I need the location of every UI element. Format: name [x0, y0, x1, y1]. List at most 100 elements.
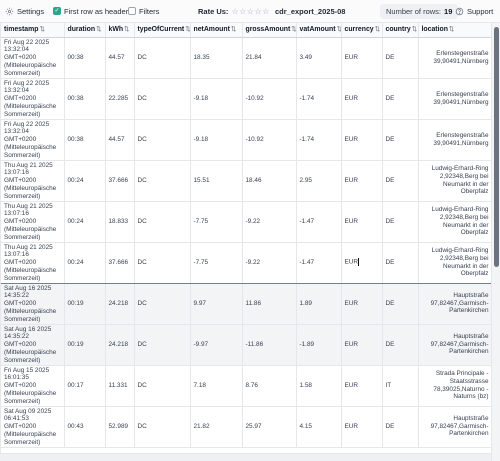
cell-currency[interactable]: EUR [341, 283, 383, 325]
cell-timestamp[interactable]: Sat Aug 16 2025 14:35:22 GMT+0200 (Mitte… [1, 283, 65, 325]
cell-duration[interactable]: 00:17 [64, 365, 106, 407]
column-header-kWh[interactable]: kWh⇅ [105, 23, 135, 38]
cell-kWh[interactable]: 24.218 [105, 324, 135, 366]
cell-grossAmount[interactable]: -11.86 [242, 324, 297, 366]
table-row[interactable]: Fri Aug 22 2025 13:32:04 GMT+0200 (Mitte… [1, 78, 491, 120]
column-header-currency[interactable]: currency⇅ [341, 23, 383, 38]
support-button[interactable]: Support [455, 7, 493, 16]
column-header-location[interactable]: location⇅ [418, 23, 491, 38]
cell-timestamp[interactable]: Thu Aug 21 2025 13:07:16 GMT+0200 (Mitte… [1, 160, 65, 202]
cell-grossAmount[interactable]: 21.84 [242, 37, 297, 79]
cell-typeOfCurrent[interactable]: DC [134, 324, 191, 366]
cell-kWh[interactable]: 44.57 [105, 119, 135, 161]
cell-vatAmount[interactable]: -1.47 [296, 201, 342, 243]
cell-location[interactable]: Ludwig-Erhard-Ring 2,92348,Berg bei Neum… [418, 242, 491, 284]
filters-checkbox[interactable] [128, 7, 136, 15]
cell-timestamp[interactable]: Thu Aug 21 2025 13:07:16 GMT+0200 (Mitte… [1, 242, 65, 284]
cell-vatAmount[interactable]: 2.95 [296, 160, 342, 202]
cell-duration[interactable]: 00:43 [64, 406, 106, 448]
horizontal-scrollbar[interactable] [0, 453, 491, 461]
cell-timestamp[interactable]: Thu Aug 21 2025 13:07:16 GMT+0200 (Mitte… [1, 201, 65, 243]
cell-location[interactable]: Ludwig-Erhard-Ring 2,92348,Berg bei Neum… [418, 160, 491, 202]
cell-vatAmount[interactable]: 1.89 [296, 283, 342, 325]
cell-netAmount[interactable]: 9.97 [190, 283, 243, 325]
cell-duration[interactable]: 00:19 [64, 324, 106, 366]
cell-vatAmount[interactable]: 1.58 [296, 365, 342, 407]
cell-timestamp[interactable]: Sat Aug 09 2025 06:41:53 GMT+0200 (Mitte… [1, 406, 65, 448]
cell-timestamp[interactable]: Fri Aug 22 2025 13:32:04 GMT+0200 (Mitte… [1, 119, 65, 161]
cell-country[interactable]: IT [382, 365, 419, 407]
sort-icon[interactable]: ⇅ [39, 25, 45, 33]
cell-location[interactable]: Hauptstraße 97,82467,Garmisch- Partenkir… [418, 283, 491, 325]
cell-location[interactable]: Erlenstegenstraße 39,90491,Nürnberg [418, 78, 491, 120]
cell-kWh[interactable]: 37.666 [105, 242, 135, 284]
cell-duration[interactable]: 00:19 [64, 283, 106, 325]
cell-vatAmount[interactable]: -1.74 [296, 78, 342, 120]
cell-grossAmount[interactable]: -10.92 [242, 78, 297, 120]
cell-netAmount[interactable]: 18.35 [190, 37, 243, 79]
cell-kWh[interactable]: 18.833 [105, 201, 135, 243]
scrollbar-thumb[interactable] [494, 27, 499, 267]
filters-toggle[interactable]: Filters [128, 7, 159, 16]
cell-grossAmount[interactable]: 18.46 [242, 160, 297, 202]
cell-currency[interactable]: EUR [341, 365, 383, 407]
cell-grossAmount[interactable]: 8.76 [242, 365, 297, 407]
cell-country[interactable]: DE [382, 406, 419, 448]
table-row[interactable]: Fri Aug 15 2025 16:01:35 GMT+0200 (Mitte… [1, 365, 491, 407]
cell-kWh[interactable]: 24.218 [105, 283, 135, 325]
column-header-country[interactable]: country⇅ [382, 23, 419, 38]
star-rating[interactable]: ☆☆☆☆☆ [231, 6, 270, 16]
column-header-typeOfCurrent[interactable]: typeOfCurrent⇅ [134, 23, 191, 38]
cell-currency[interactable]: EUR [341, 324, 383, 366]
cell-vatAmount[interactable]: -1.47 [296, 242, 342, 284]
sort-icon[interactable]: ⇅ [448, 25, 455, 33]
cell-netAmount[interactable]: -7.75 [190, 242, 243, 284]
table-row[interactable]: Thu Aug 21 2025 13:07:16 GMT+0200 (Mitte… [1, 160, 491, 202]
cell-country[interactable]: DE [382, 201, 419, 243]
cell-currency[interactable]: EUR [341, 160, 383, 202]
cell-duration[interactable]: 00:38 [64, 119, 106, 161]
cell-currency[interactable]: EUR [341, 406, 383, 448]
cell-grossAmount[interactable]: -9.22 [242, 242, 297, 284]
cell-timestamp[interactable]: Sat Aug 16 2025 14:35:22 GMT+0200 (Mitte… [1, 324, 65, 366]
sort-icon[interactable]: ⇅ [96, 25, 102, 33]
cell-country[interactable]: DE [382, 160, 419, 202]
sort-icon[interactable]: ⇅ [124, 25, 130, 33]
cell-typeOfCurrent[interactable]: DC [134, 365, 191, 407]
cell-duration[interactable]: 00:24 [64, 242, 106, 284]
cell-vatAmount[interactable]: -1.74 [296, 119, 342, 161]
cell-country[interactable]: DE [382, 119, 419, 161]
cell-country[interactable]: DE [382, 37, 419, 79]
cell-country[interactable]: DE [382, 324, 419, 366]
cell-netAmount[interactable]: 21.82 [190, 406, 243, 448]
vertical-scrollbar[interactable] [491, 23, 500, 461]
cell-netAmount[interactable]: -9.97 [190, 324, 243, 366]
cell-typeOfCurrent[interactable]: DC [134, 78, 191, 120]
cell-kWh[interactable]: 44.57 [105, 37, 135, 79]
cell-typeOfCurrent[interactable]: DC [134, 119, 191, 161]
cell-location[interactable]: Hauptstraße 97,82467,Garmisch- Partenkir… [418, 324, 491, 366]
first-row-checkbox[interactable]: ✓ [53, 7, 61, 15]
sort-icon[interactable]: ⇅ [291, 26, 295, 33]
cell-country[interactable]: DE [382, 283, 419, 325]
table-row[interactable]: Thu Aug 21 2025 13:07:16 GMT+0200 (Mitte… [1, 201, 491, 243]
cell-netAmount[interactable]: -9.18 [190, 119, 243, 161]
cell-location[interactable]: Ludwig-Erhard-Ring 2,92348,Berg bei Neum… [418, 201, 491, 243]
cell-country[interactable]: DE [382, 242, 419, 284]
column-header-duration[interactable]: duration⇅ [64, 23, 106, 38]
table-row[interactable]: Fri Aug 22 2025 13:32:04 GMT+0200 (Mitte… [1, 119, 491, 161]
cell-duration[interactable]: 00:38 [64, 37, 106, 79]
sort-icon[interactable]: ⇅ [374, 25, 381, 33]
cell-kWh[interactable]: 37.666 [105, 160, 135, 202]
cell-currency[interactable]: EUR [341, 37, 383, 79]
cell-grossAmount[interactable]: -9.22 [242, 201, 297, 243]
cell-grossAmount[interactable]: 25.97 [242, 406, 297, 448]
cell-vatAmount[interactable]: 4.15 [296, 406, 342, 448]
cell-timestamp[interactable]: Fri Aug 22 2025 13:32:04 GMT+0200 (Mitte… [1, 78, 65, 120]
cell-typeOfCurrent[interactable]: DC [134, 406, 191, 448]
cell-location[interactable]: Erlenstegenstraße 39,90491,Nürnberg [418, 37, 491, 79]
cell-grossAmount[interactable]: -10.92 [242, 119, 297, 161]
cell-currency[interactable]: EUR [341, 242, 383, 284]
cell-currency[interactable]: EUR [341, 201, 383, 243]
sort-icon[interactable]: ⇅ [336, 26, 340, 33]
